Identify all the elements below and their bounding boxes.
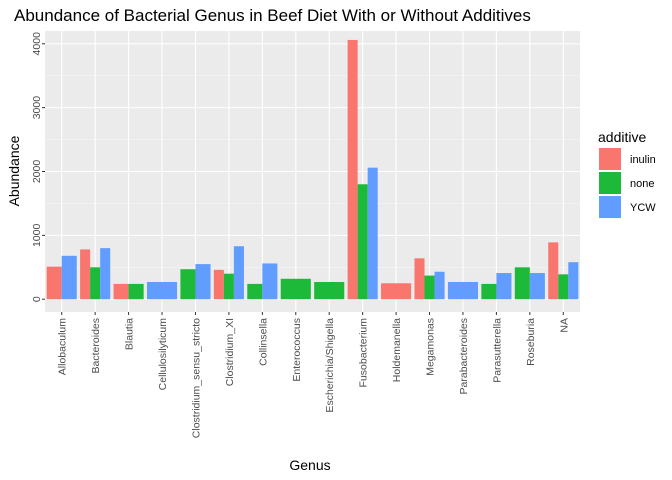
bars-layer [46,39,579,300]
x-tick-label: Megamonas [425,318,437,376]
x-axis: Allobaculum Bacteroides Blautia Cellulosily… [57,312,570,438]
bar-YCW [100,248,111,300]
bar-none [180,269,196,300]
bar-inulin [548,242,559,300]
x-tick-label: Escherichia/Shigella [324,318,336,413]
bar-none [558,274,569,300]
bar-none [247,283,263,300]
y-tick-label: 1000 [31,224,43,248]
bar-inulin [80,249,91,300]
y-tick-label: 4000 [31,32,43,56]
x-tick-label: Holdemanella [391,318,403,382]
x-tick-label: NA [558,318,570,333]
bar-none [481,283,497,300]
bar-none [314,281,345,300]
legend-title: additive [598,129,646,145]
bar-YCW [262,263,278,300]
x-tick-label: Blautia [124,318,136,350]
y-tick-label: 2000 [31,160,43,184]
bar-YCW [447,281,479,300]
bar-inulin [46,266,62,300]
legend-label: YCW [630,202,656,214]
x-tick-label: Roseburia [525,318,537,366]
minor-gridlines [45,75,580,268]
x-tick-label: Clostridium_sensu_stricto [190,318,202,438]
legend-label: none [630,178,654,190]
bar-YCW [496,273,512,300]
bar-none [128,283,144,300]
legend: additive inulin none YCW [598,129,656,218]
bar-none [223,273,234,300]
bar-YCW [434,271,445,300]
y-axis-title: Abundance [6,135,22,206]
bar-inulin [381,283,412,300]
x-tick-label: Enterococcus [291,318,303,382]
bar-YCW [568,262,579,300]
bar-YCW [195,264,211,300]
y-tick-label: 3000 [31,96,43,120]
bar-none [90,267,101,300]
bar-YCW [233,246,244,300]
bar-YCW [367,167,378,300]
legend-key-YCW [599,196,621,218]
x-tick-label: Parasutterella [491,318,503,383]
x-tick-label: Cellulosilyticum [157,318,169,391]
y-tick-label: 0 [31,296,43,302]
x-tick-label: Parabacteroides [458,318,470,394]
x-tick-label: Clostridium_XI [224,318,236,386]
bar-YCW [146,281,178,300]
legend-key-inulin [599,148,621,170]
bar-none [280,278,311,300]
bar-YCW [61,255,77,300]
bar-none [357,184,368,300]
bar-inulin [213,269,224,300]
x-tick-label: Bacteroides [90,318,102,373]
y-axis: 0 1000 2000 3000 4000 [31,32,45,302]
x-axis-title: Genus [289,457,330,473]
bar-none [424,275,435,300]
legend-label: inulin [630,154,656,166]
legend-key-none [599,172,621,194]
bar-none [514,267,530,300]
bar-inulin [347,39,358,300]
bar-YCW [529,273,545,300]
bar-inulin [113,283,129,300]
x-tick-label: Collinsella [257,318,269,366]
bar-inulin [414,258,425,300]
x-tick-label: Allobaculum [57,318,69,375]
x-tick-label: Fusobacterium [358,318,370,388]
chart-title: Abundance of Bacterial Genus in Beef Die… [14,6,531,25]
